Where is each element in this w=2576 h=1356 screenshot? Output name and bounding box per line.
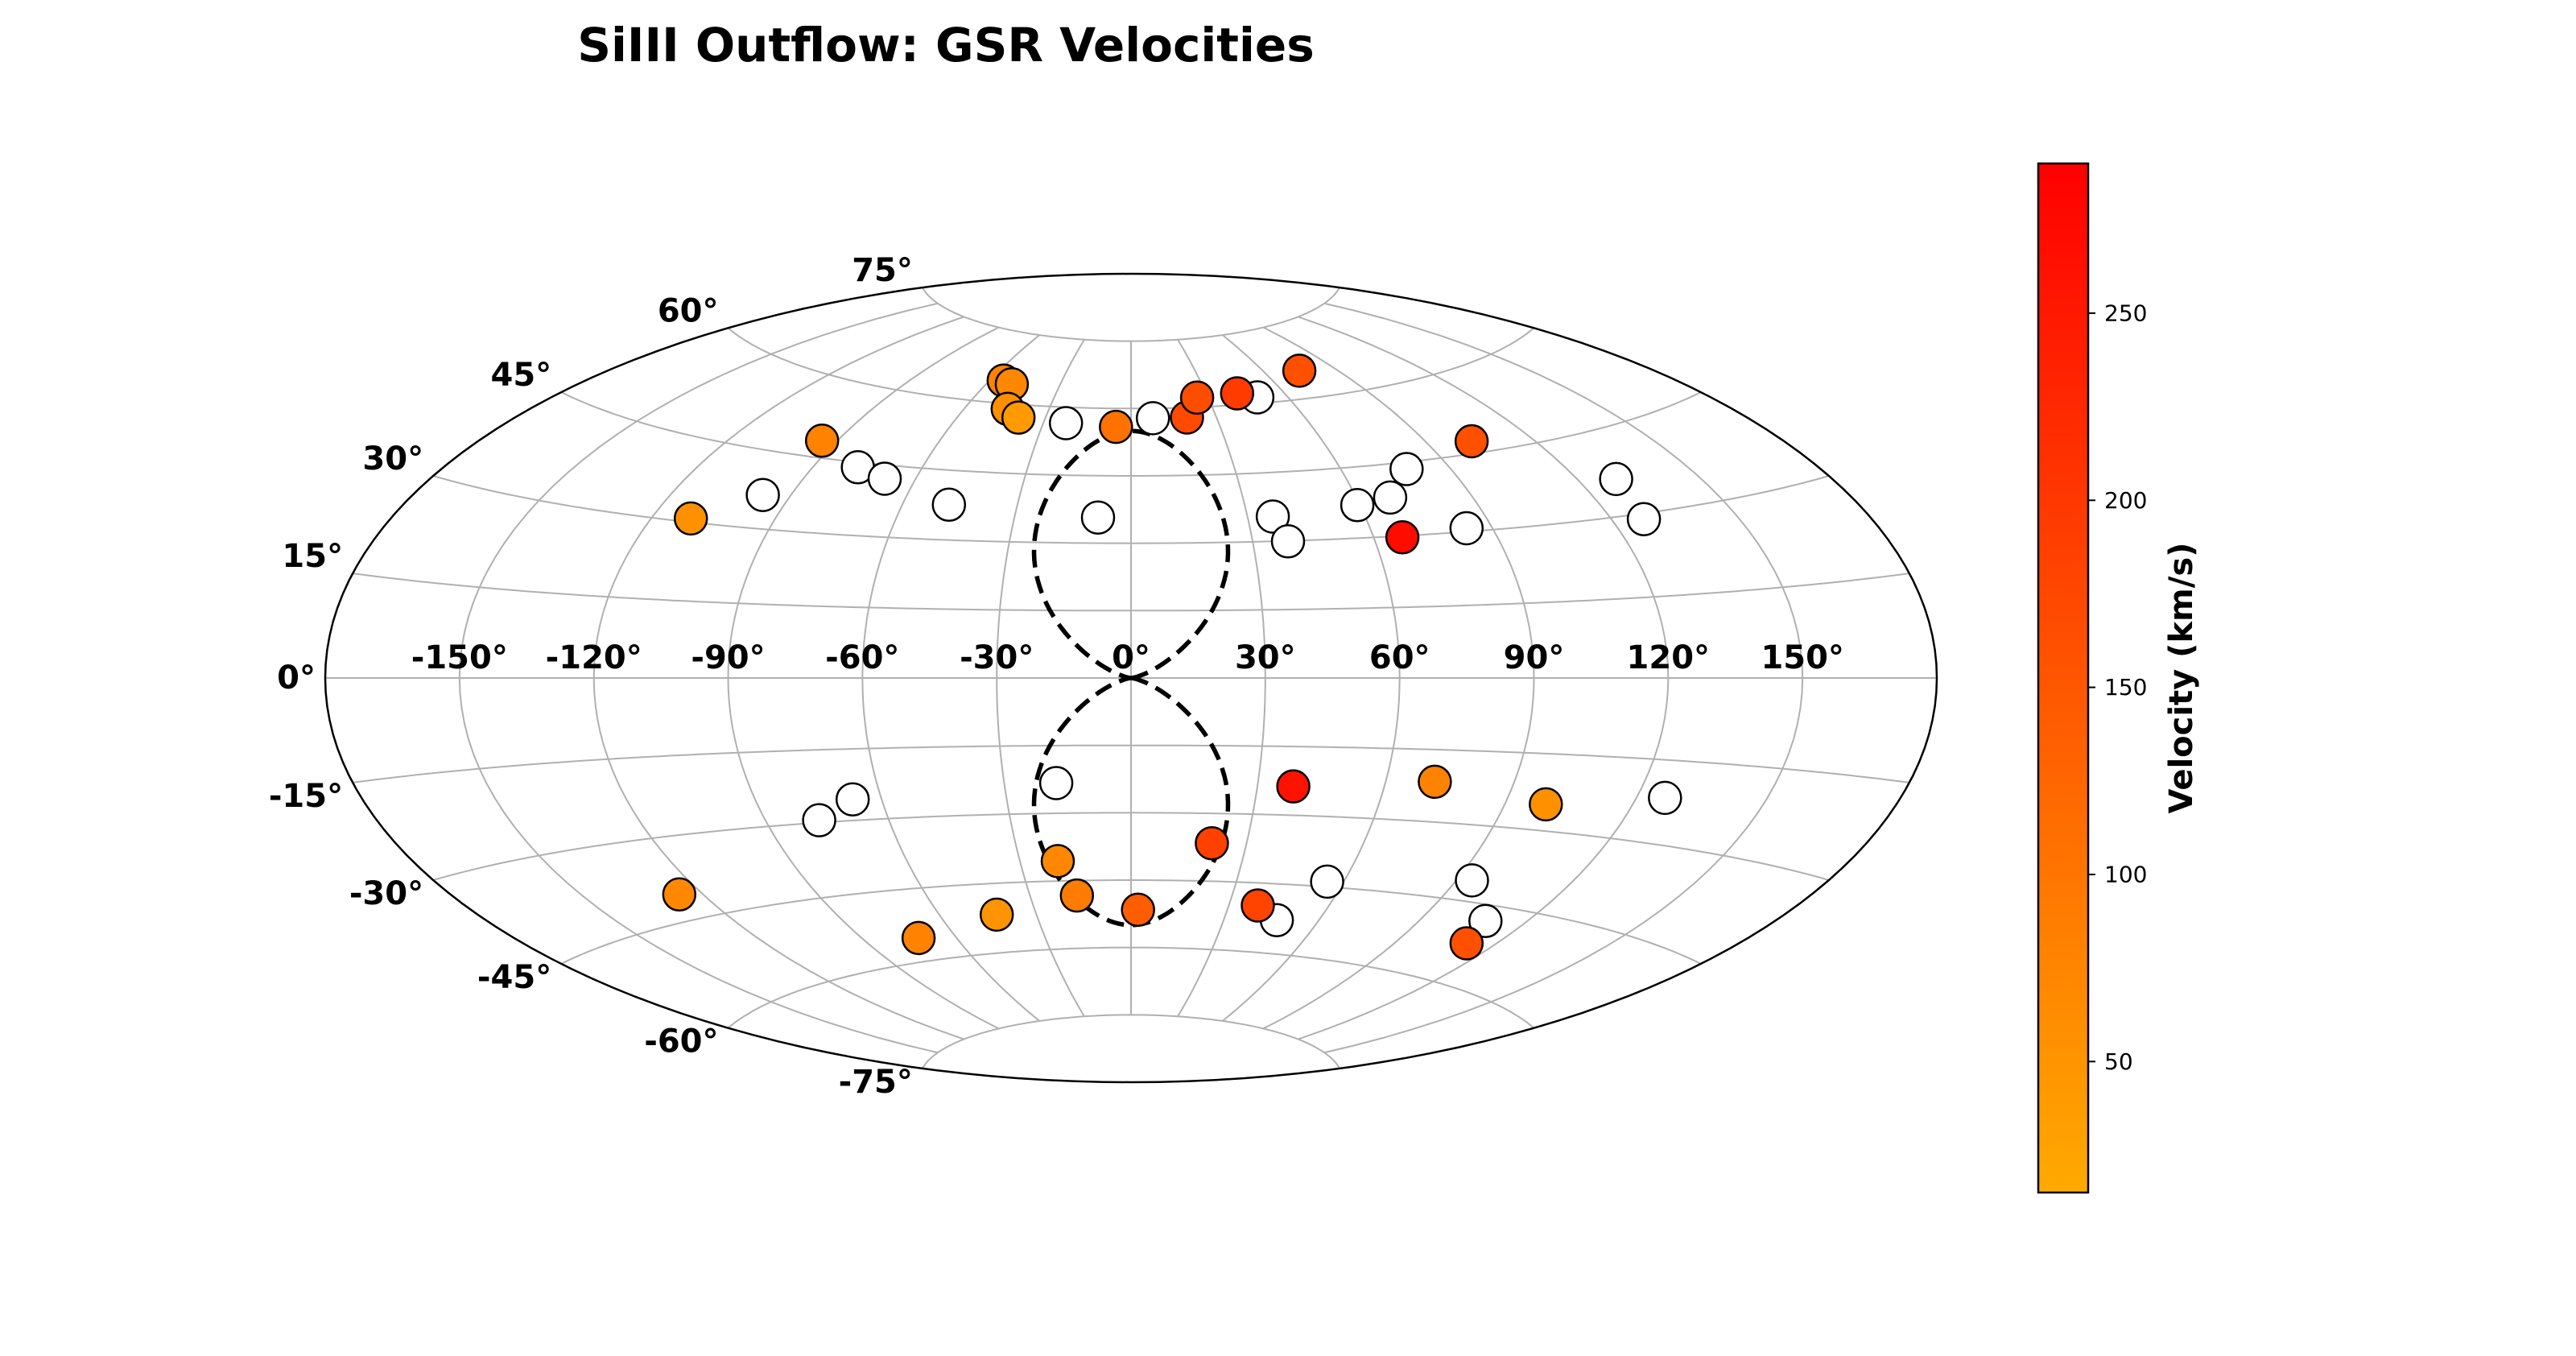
open-point xyxy=(835,782,870,816)
lon-tick-label: 0° xyxy=(1112,639,1150,676)
velocity-point xyxy=(1040,844,1075,879)
open-point xyxy=(1626,502,1662,536)
lon-gridline xyxy=(1298,316,1670,1040)
open-point xyxy=(1270,524,1306,559)
open-point xyxy=(745,477,780,512)
lat-tick-label: -60° xyxy=(644,1023,718,1060)
lon-tick-label: -60° xyxy=(825,639,899,676)
colorbar-tick-label: 150 xyxy=(2104,674,2147,701)
latitude-labels: -75° -60° -45° -30° -15° 0° 15° 30° 45° 60° 75° xyxy=(269,252,913,1101)
lat-gridline xyxy=(922,287,1340,342)
open-point xyxy=(1449,511,1484,546)
velocity-point xyxy=(662,877,697,912)
velocity-point xyxy=(1001,400,1036,435)
lat-tick-label: 15° xyxy=(282,538,343,575)
lon-tick-label: 150° xyxy=(1761,639,1844,676)
colorbar-tick-label: 50 xyxy=(2104,1048,2133,1075)
velocity-point xyxy=(1418,764,1452,800)
open-point xyxy=(1048,406,1084,440)
lon-gridline xyxy=(1263,326,1535,1030)
open-point xyxy=(1080,500,1116,535)
open-point xyxy=(867,461,902,496)
lon-tick-label: 90° xyxy=(1504,639,1565,676)
velocity-point xyxy=(1241,888,1275,923)
velocity-point xyxy=(1385,520,1420,555)
open-point xyxy=(1599,461,1633,497)
lon-gridline xyxy=(996,339,1085,1017)
lat-tick-label: -30° xyxy=(349,875,423,912)
bubble-lobe-south xyxy=(1031,676,1231,928)
lat-tick-label: -15° xyxy=(269,778,343,815)
lat-tick-label: 60° xyxy=(658,292,719,329)
open-point xyxy=(1455,863,1489,898)
lon-gridline xyxy=(1323,302,1804,1054)
colorbar-tick-label: 100 xyxy=(2104,862,2147,888)
lon-tick-label: -150° xyxy=(411,639,508,676)
colorbar-tick-label: 250 xyxy=(2104,300,2147,326)
lat-tick-label: 0° xyxy=(277,659,316,697)
lon-gridline xyxy=(1222,334,1401,1022)
bubble-lobe-north xyxy=(1031,428,1231,680)
open-point xyxy=(1340,488,1375,523)
open-point xyxy=(1373,480,1408,515)
lon-tick-label: 60° xyxy=(1369,639,1430,676)
open-point xyxy=(1038,766,1074,800)
velocity-point xyxy=(979,897,1014,932)
colorbar-ticks: 50 100 150 200 250 xyxy=(2088,300,2147,1075)
velocity-point xyxy=(1220,376,1255,411)
lon-tick-label: 30° xyxy=(1235,639,1296,676)
lat-tick-label: 75° xyxy=(852,252,913,289)
chart-title: SiIII Outflow: GSR Velocities xyxy=(577,18,1314,72)
velocity-point xyxy=(804,424,840,458)
lon-gridline xyxy=(861,334,1040,1022)
lat-tick-label: 45° xyxy=(491,357,552,394)
lat-gridline xyxy=(922,1014,1340,1069)
data-points xyxy=(662,353,1682,961)
lat-tick-label: -75° xyxy=(839,1064,913,1101)
velocity-point xyxy=(673,501,708,536)
lat-tick-label: -45° xyxy=(477,959,551,996)
lon-tick-label: -120° xyxy=(546,639,642,676)
velocity-point xyxy=(901,920,936,956)
velocity-point xyxy=(1282,353,1317,388)
open-point xyxy=(1135,401,1170,436)
velocity-point xyxy=(1449,926,1484,961)
map-border xyxy=(324,272,1938,1084)
velocity-point xyxy=(1454,424,1489,459)
open-point xyxy=(1255,499,1290,534)
lon-gridline xyxy=(458,302,939,1054)
velocity-point xyxy=(1059,878,1095,913)
open-point xyxy=(931,487,967,523)
lon-gridline xyxy=(1177,339,1266,1017)
lon-gridline xyxy=(727,326,999,1030)
longitude-labels: -150° -120° -90° -60° -30° 0° 30° 60° 90° 120° 150… xyxy=(411,639,1844,676)
velocity-point xyxy=(1529,787,1563,822)
open-point xyxy=(802,803,836,837)
open-point xyxy=(1310,864,1344,899)
lon-tick-label: -30° xyxy=(960,639,1034,676)
velocity-point xyxy=(1179,380,1215,415)
open-point xyxy=(1648,780,1682,816)
colorbar-tick-label: 200 xyxy=(2104,487,2147,514)
colorbar-label: Velocity (km/s) xyxy=(2163,543,2200,814)
velocity-point xyxy=(1121,892,1155,928)
open-point xyxy=(1468,903,1503,939)
lat-tick-label: 30° xyxy=(362,440,423,477)
colorbar-gradient xyxy=(2037,162,2090,1194)
velocity-point xyxy=(1276,769,1311,804)
lon-tick-label: 120° xyxy=(1627,639,1711,676)
bubble-outline xyxy=(1031,428,1231,928)
lon-tick-label: -90° xyxy=(691,639,765,676)
colorbar: 50 100 150 200 250 Velocity (km/s) xyxy=(2037,162,2200,1194)
velocity-point xyxy=(1099,409,1133,444)
velocity-point xyxy=(1195,825,1229,861)
lon-gridline xyxy=(592,316,964,1040)
open-point xyxy=(1389,452,1424,486)
